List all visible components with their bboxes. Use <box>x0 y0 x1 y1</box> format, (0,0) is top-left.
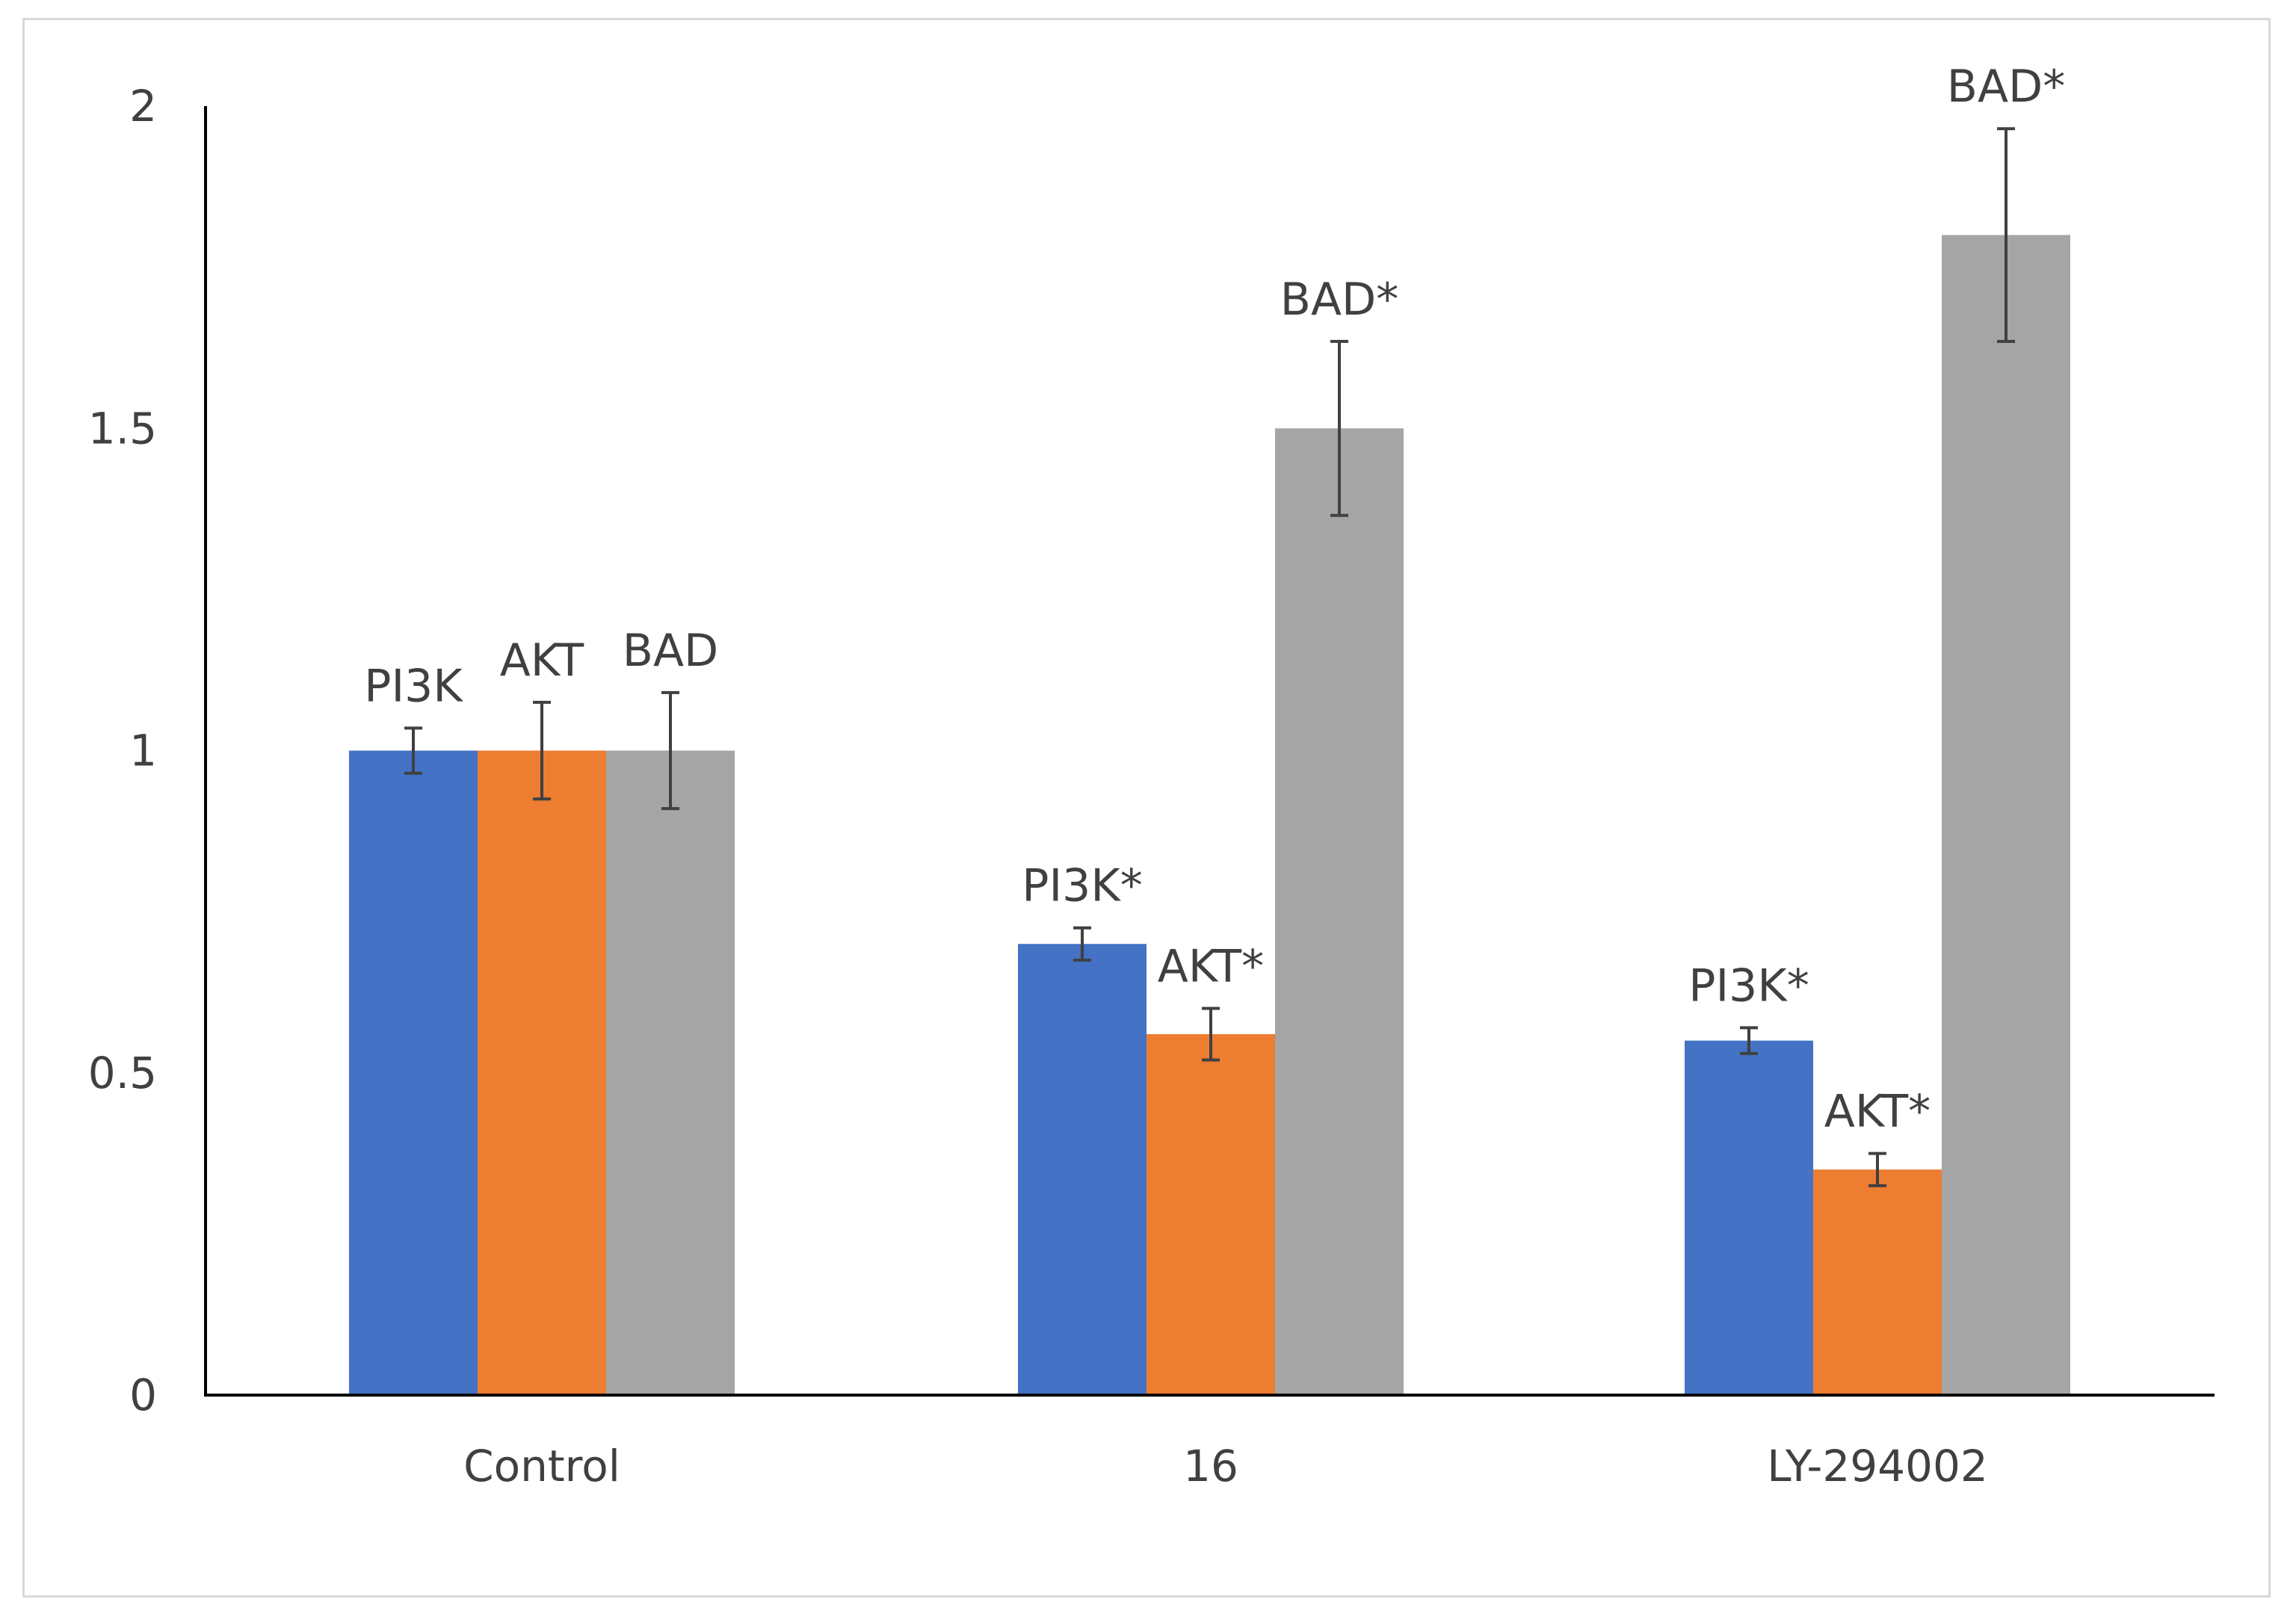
y-tick-labels: 0 0.5 1 1.5 2 <box>88 81 157 1420</box>
bar-akt-1 <box>478 750 606 1395</box>
axes-layer <box>204 106 2215 1397</box>
y-tick-label-4: 2 <box>129 81 157 132</box>
error-bar-bad-2 <box>1330 339 1348 517</box>
bar-label-akt-1: AKT <box>500 634 584 687</box>
error-bar-pi3k-1 <box>404 726 422 775</box>
error-bar-akt-3 <box>1868 1151 1886 1187</box>
bar-bad-3 <box>1942 235 2070 1395</box>
y-tick-label-0: 0 <box>129 1370 157 1420</box>
bar-label-bad-2: BAD* <box>1280 273 1398 326</box>
error-bars-layer <box>404 127 2015 1187</box>
x-tick-label-3: LY-294002 <box>1767 1441 1988 1491</box>
x-tick-label-2: 16 <box>1183 1441 1238 1491</box>
y-tick-label-2: 1 <box>129 726 157 776</box>
bar-label-pi3k-3: PI3K* <box>1688 959 1809 1012</box>
bar-label-akt-3: AKT* <box>1824 1086 1931 1138</box>
error-bar-bad-3 <box>1997 127 2015 343</box>
bar-pi3k-1 <box>349 750 478 1395</box>
error-bar-pi3k-3 <box>1740 1026 1758 1055</box>
bars-layer <box>349 235 2070 1395</box>
error-bar-bad-1 <box>661 690 679 811</box>
bar-labels-layer: PI3K AKT BAD PI3K* AKT* BAD* PI3K* AKT* BAD* <box>364 61 2065 1137</box>
bar-bad-2 <box>1275 428 1404 1395</box>
x-tick-labels: Control 16 LY-294002 <box>463 1441 1988 1491</box>
bar-bad-1 <box>606 750 735 1395</box>
y-tick-label-3: 1.5 <box>88 403 157 454</box>
bar-pi3k-2 <box>1018 944 1147 1395</box>
y-tick-label-1: 0.5 <box>88 1048 157 1098</box>
bar-akt-2 <box>1147 1034 1275 1395</box>
bar-akt-3 <box>1813 1169 1942 1395</box>
error-bar-pi3k-2 <box>1073 926 1091 962</box>
bar-label-pi3k-1: PI3K <box>364 660 463 712</box>
bar-label-akt-2: AKT* <box>1158 941 1264 993</box>
bar-pi3k-3 <box>1685 1040 1813 1395</box>
error-bar-akt-2 <box>1202 1007 1220 1062</box>
bar-label-pi3k-2: PI3K* <box>1022 860 1142 912</box>
bar-label-bad-1: BAD <box>623 625 718 677</box>
bar-label-bad-3: BAD* <box>1947 61 2065 113</box>
x-tick-label-1: Control <box>463 1441 620 1491</box>
error-bar-akt-1 <box>533 700 551 801</box>
